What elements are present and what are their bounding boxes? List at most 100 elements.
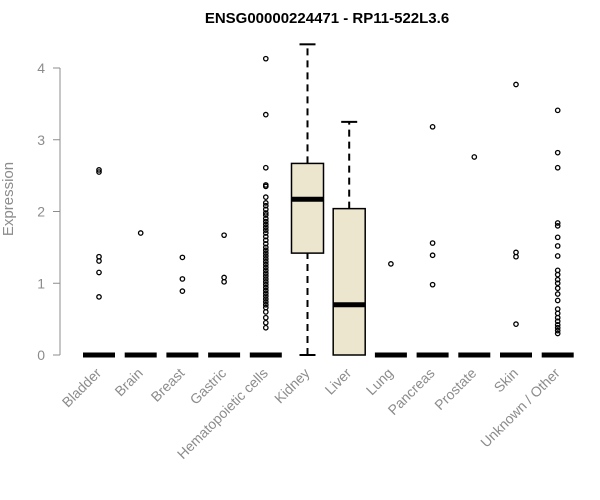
outlier-point bbox=[554, 314, 561, 321]
outlier-point bbox=[262, 237, 269, 244]
outlier-point bbox=[262, 284, 269, 291]
outlier-point bbox=[262, 247, 269, 254]
x-category-label: Lung bbox=[363, 365, 396, 398]
outlier-point bbox=[262, 164, 269, 171]
outlier-point bbox=[262, 290, 269, 297]
outlier-point bbox=[554, 322, 561, 328]
outlier-point bbox=[262, 299, 269, 305]
outlier-point bbox=[262, 218, 269, 225]
outlier-point bbox=[513, 81, 519, 88]
outlier-point bbox=[554, 291, 561, 297]
outlier-point bbox=[262, 233, 269, 240]
y-tick-label: 4 bbox=[37, 60, 45, 76]
box-group bbox=[166, 254, 199, 358]
outlier-point bbox=[262, 267, 269, 274]
outlier-point bbox=[262, 200, 269, 206]
outlier-point bbox=[262, 227, 269, 234]
x-category-label: Breast bbox=[148, 365, 188, 405]
outlier-point bbox=[262, 230, 269, 236]
outlier-point bbox=[96, 269, 102, 276]
box-group bbox=[458, 154, 491, 358]
x-category-label: Bladder bbox=[59, 365, 105, 411]
outlier-point bbox=[262, 244, 269, 251]
outlier-point bbox=[262, 55, 269, 62]
chart-title: ENSG00000224471 - RP11-522L3.6 bbox=[205, 10, 449, 27]
outlier-point bbox=[262, 240, 269, 247]
y-axis: 0 1 2 3 4 bbox=[37, 60, 61, 363]
outlier-point bbox=[262, 183, 269, 190]
y-tick-label: 0 bbox=[37, 347, 45, 363]
outlier-point bbox=[262, 264, 269, 271]
outlier-point bbox=[262, 256, 269, 262]
outlier-point bbox=[179, 254, 186, 261]
outlier-point bbox=[262, 194, 269, 200]
outlier-point bbox=[262, 224, 269, 231]
x-category-label: Brain bbox=[111, 365, 145, 399]
outlier-point bbox=[262, 293, 269, 300]
outlier-point bbox=[262, 212, 269, 218]
box-group bbox=[332, 120, 366, 356]
outlier-point bbox=[554, 234, 561, 241]
outlier-point bbox=[554, 223, 561, 229]
outlier-point bbox=[262, 309, 269, 315]
outlier-point bbox=[513, 321, 519, 327]
outlier-point bbox=[554, 220, 561, 226]
outlier-point bbox=[96, 167, 102, 173]
box-iqr bbox=[290, 162, 325, 254]
box-group bbox=[124, 230, 157, 358]
outlier-point bbox=[262, 215, 269, 222]
outlier-point bbox=[179, 288, 186, 294]
outlier-point bbox=[137, 230, 144, 236]
box-group bbox=[208, 232, 241, 358]
outlier-point bbox=[429, 240, 436, 246]
outlier-point bbox=[429, 252, 436, 259]
outlier-point bbox=[262, 276, 269, 282]
outlier-point bbox=[262, 287, 269, 294]
outlier-point bbox=[262, 261, 269, 268]
outlier-point bbox=[96, 294, 102, 300]
outlier-point bbox=[262, 221, 269, 228]
outlier-point bbox=[221, 278, 227, 285]
outlier-point bbox=[471, 154, 478, 160]
outlier-point bbox=[554, 324, 561, 331]
outlier-point bbox=[262, 250, 269, 256]
outlier-point bbox=[262, 319, 269, 326]
outlier-point bbox=[554, 276, 561, 283]
plot-area bbox=[83, 43, 574, 358]
box-group bbox=[374, 261, 407, 358]
outlier-point bbox=[388, 261, 394, 267]
outlier-point bbox=[513, 253, 519, 260]
outlier-point bbox=[554, 253, 561, 259]
outlier-point bbox=[262, 278, 269, 285]
outlier-point bbox=[262, 281, 269, 288]
outlier-point bbox=[262, 296, 269, 302]
outlier-point bbox=[96, 258, 102, 264]
outlier-point bbox=[554, 327, 561, 334]
outlier-point bbox=[429, 123, 436, 130]
outlier-point bbox=[554, 243, 561, 249]
y-tick-label: 3 bbox=[37, 132, 45, 148]
outlier-point bbox=[554, 149, 561, 156]
outlier-point bbox=[262, 324, 269, 331]
outlier-point bbox=[262, 253, 269, 259]
outlier-point bbox=[96, 169, 102, 175]
box-group bbox=[541, 107, 574, 358]
outlier-point bbox=[262, 210, 269, 216]
x-category-label: Liver bbox=[322, 365, 355, 398]
outlier-point bbox=[262, 202, 269, 209]
outlier-point bbox=[554, 107, 561, 114]
outlier-point bbox=[554, 330, 561, 337]
outlier-point bbox=[262, 258, 269, 265]
box-group bbox=[83, 167, 115, 358]
y-axis-label: Expression bbox=[0, 162, 17, 236]
box-group bbox=[500, 81, 532, 358]
outlier-point bbox=[554, 164, 561, 171]
x-category-label: Skin bbox=[491, 365, 522, 396]
outlier-point bbox=[262, 314, 269, 321]
outlier-point bbox=[554, 318, 561, 325]
outlier-point bbox=[262, 273, 269, 279]
outlier-point bbox=[554, 285, 561, 292]
